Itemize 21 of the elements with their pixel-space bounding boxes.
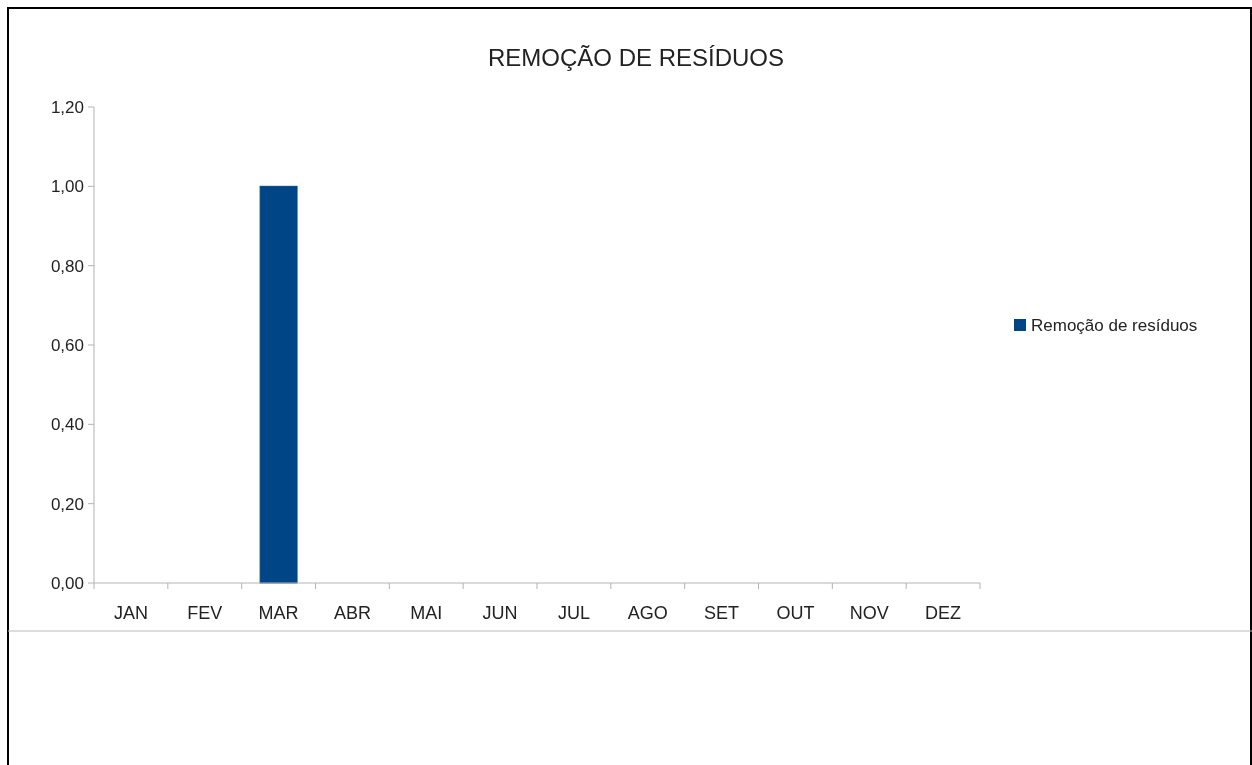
- x-tick-label: OUT: [776, 603, 815, 623]
- y-tick-label: 0,60: [50, 336, 84, 355]
- x-tick-label: AGO: [627, 603, 668, 623]
- x-tick-label: NOV: [849, 603, 889, 623]
- legend-label: Remoção de resíduos: [1031, 316, 1198, 335]
- y-tick-label: 1,00: [50, 177, 84, 197]
- x-tick-label: JAN: [113, 603, 148, 623]
- y-tick-label: 1,20: [50, 98, 84, 117]
- x-tick-label: FEV: [187, 603, 223, 623]
- y-tick-label: 0,20: [50, 494, 84, 514]
- y-tick-label: 0,40: [50, 415, 84, 435]
- x-tick-label: JUN: [482, 603, 518, 623]
- y-tick-label: 0,80: [50, 256, 84, 276]
- y-tick-label: 0,00: [50, 574, 84, 593]
- x-tick-label: MAI: [410, 603, 443, 623]
- chart-title: REMOÇÃO DE RESÍDUOS: [487, 44, 785, 71]
- x-tick-label: MAR: [258, 603, 299, 623]
- x-tick-label: JUL: [557, 603, 590, 623]
- x-tick-label: ABR: [333, 603, 371, 623]
- x-tick-label: SET: [704, 603, 740, 623]
- x-tick-label: DEZ: [925, 603, 962, 623]
